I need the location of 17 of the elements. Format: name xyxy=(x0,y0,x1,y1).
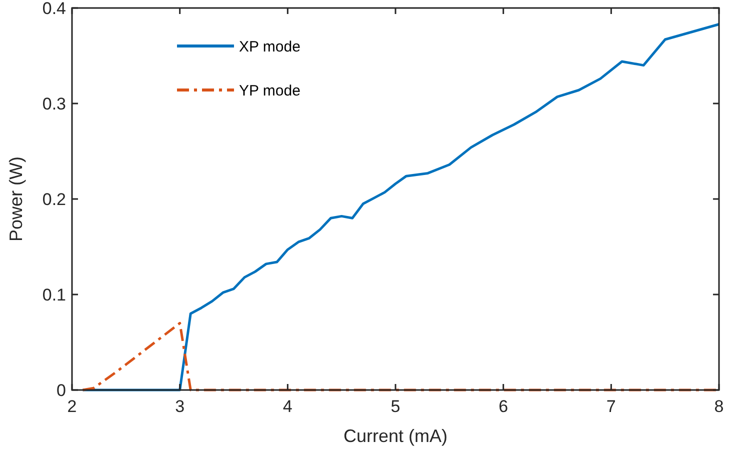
x-axis-title: Current (mA) xyxy=(343,426,448,446)
x-tick-label: 6 xyxy=(498,397,508,416)
y-tick-label: 0 xyxy=(56,380,66,400)
x-tick-label: 3 xyxy=(175,397,185,416)
x-tick-label: 8 xyxy=(714,397,724,416)
y-tick-label: 0.1 xyxy=(42,285,66,304)
x-tick-label: 4 xyxy=(282,397,292,416)
x-tick-label: 2 xyxy=(67,397,77,416)
y-tick-label: 0.3 xyxy=(42,94,66,114)
y-tick-label: 0.2 xyxy=(42,190,66,209)
x-tick-label: 5 xyxy=(390,397,400,416)
legend-label: YP mode xyxy=(239,82,300,100)
y-tick-label: 0.4 xyxy=(42,0,66,18)
legend-label: XP mode xyxy=(239,38,300,56)
line-series xyxy=(82,22,720,392)
y-axis-title: Power (W) xyxy=(6,156,26,242)
x-tick-label: 7 xyxy=(606,397,616,416)
